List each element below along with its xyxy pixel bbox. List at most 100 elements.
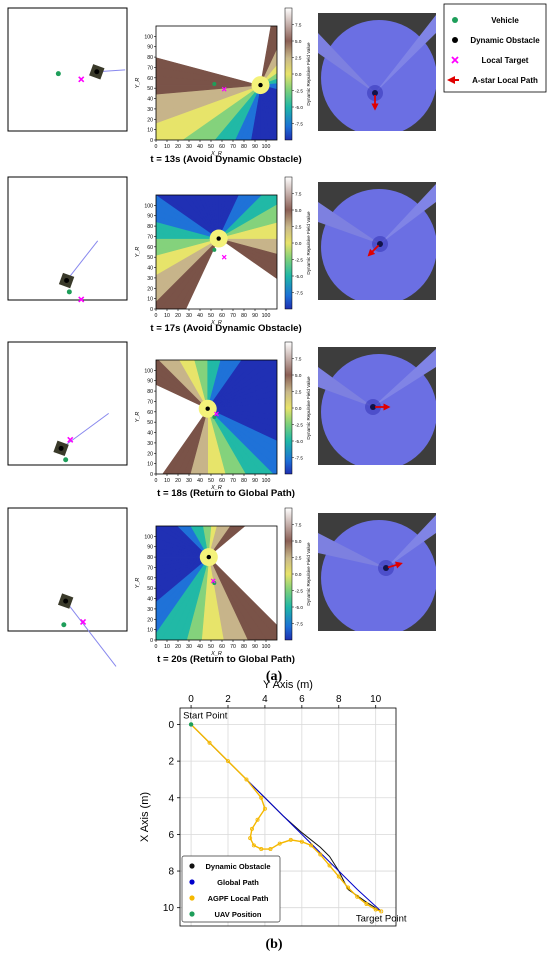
field-wedge <box>156 408 208 471</box>
obstacle-trail <box>60 412 109 449</box>
field-wedge <box>208 556 277 570</box>
field-wedge <box>260 85 266 140</box>
field-wedge <box>156 556 209 563</box>
field-wedge <box>208 556 277 640</box>
x-tick-label: 100 <box>262 144 271 150</box>
x-tick-label: 10 <box>164 313 170 319</box>
local-target-marker <box>67 436 74 443</box>
y-tick-label: 40 <box>147 97 153 103</box>
data-point <box>259 795 264 800</box>
field-obstacle-marker <box>205 406 210 411</box>
field-wedge <box>198 360 208 409</box>
colorbar-label: Dynamic Repulsive Field Value <box>306 211 311 275</box>
panel-caption: t = 17s (Avoid Dynamic Obstacle) <box>150 323 301 334</box>
colorbar-tick-label: 5.0 <box>295 539 302 544</box>
data-point <box>373 907 378 912</box>
x-tick-label: 0 <box>155 144 158 150</box>
field-wedge <box>184 360 208 409</box>
field-wedge <box>156 84 261 140</box>
field-wedge <box>156 84 261 135</box>
sensor-obstacle-marker <box>370 404 376 410</box>
x-tick-label: 10 <box>164 644 170 650</box>
field-wedge <box>156 556 209 595</box>
field-wedge <box>260 26 277 86</box>
y-tick-label: 100 <box>144 368 153 374</box>
x-tick-label: 20 <box>175 313 181 319</box>
chart-legend-frame <box>181 855 281 923</box>
x-tick-label: 8 <box>336 694 342 705</box>
field-wedge <box>156 408 208 428</box>
data-point <box>288 837 293 842</box>
legend-marker <box>452 37 458 43</box>
x-tick-label: 2 <box>225 694 231 705</box>
field-wedge <box>156 408 208 423</box>
colorbar-tick-label: 2.5 <box>295 224 302 229</box>
field-obstacle-marker <box>206 554 211 560</box>
field-wedge <box>218 227 277 239</box>
field-wedge <box>166 195 219 239</box>
colorbar-tick-label: 2.5 <box>295 389 302 394</box>
sensor-view <box>318 15 436 131</box>
legend: Vehicle Dynamic Obstacle Local Target A-sta… <box>443 3 547 93</box>
chart-legend-marker <box>189 863 195 869</box>
legend-frame <box>443 3 547 93</box>
field-vehicle-marker <box>212 581 217 585</box>
field-wedge <box>158 360 208 409</box>
sensor-view <box>318 349 436 465</box>
y-tick-label: 70 <box>147 399 153 405</box>
chart-legend-label: AGPF Local Path <box>208 894 269 903</box>
sensor-shadow-sector <box>386 515 436 568</box>
x-tick-label: 40 <box>197 313 203 319</box>
legend-marker <box>451 56 459 64</box>
x-tick-label: 50 <box>208 313 214 319</box>
chart-frame <box>179 707 397 927</box>
y-tick-label: 20 <box>147 617 153 623</box>
panel-caption: t = 18s (Return to Global Path) <box>157 488 295 499</box>
field-obstacle-marker <box>258 82 263 88</box>
a-star-path-arrow <box>367 244 380 257</box>
field-wedge <box>193 195 219 239</box>
field-ylabel: Y_R <box>135 412 141 423</box>
colorbar <box>284 176 293 310</box>
field-heatmap <box>156 526 277 640</box>
field-wedge <box>207 402 277 410</box>
field-wedge <box>203 360 208 409</box>
sensor-shadow-sector <box>380 184 436 244</box>
colorbar-tick-label: 7.5 <box>295 522 302 527</box>
field-wedge <box>260 84 277 140</box>
chart-annotation: Target Point <box>356 913 407 924</box>
colorbar-tick-label: 2.5 <box>295 55 302 60</box>
sensor-obstacle-marker <box>372 90 378 96</box>
y-tick-label: 60 <box>147 576 153 582</box>
field-wedge <box>156 227 219 239</box>
colorbar <box>284 341 293 475</box>
panel-row-2: 0 10 20 30 40 50 60 70 80 90 100 0 10 20 30 40 50 60 70 80 9… <box>7 176 436 334</box>
data-point <box>364 902 369 907</box>
trajectory-chart: 0 2 4 6 8 10 0 2 4 6 8 10 Y Axis (m) X Axis (m) Start … <box>139 679 407 927</box>
x-tick-label: 20 <box>175 644 181 650</box>
field-wedge <box>156 408 208 439</box>
colorbar-tick-label: -7.5 <box>295 621 303 626</box>
field-wedge <box>156 66 261 86</box>
y-tick-label: 100 <box>144 534 153 540</box>
colorbar-tick-label: -7.5 <box>295 455 303 460</box>
chart-ylabel: X Axis (m) <box>139 792 151 842</box>
field-wedge <box>238 26 261 86</box>
field-wedge <box>208 531 277 558</box>
y-tick-label: 30 <box>147 607 153 613</box>
field-plot-frame <box>155 359 278 475</box>
y-tick-label: 10 <box>163 903 175 914</box>
x-tick-label: 70 <box>230 644 236 650</box>
obstacle-marker <box>58 445 64 451</box>
field-wedge <box>260 38 277 86</box>
field-wedge <box>207 360 277 409</box>
field-heatmap <box>156 195 277 309</box>
y-tick-label: 30 <box>147 276 153 282</box>
x-tick-label: 0 <box>155 644 158 650</box>
field-wedge <box>203 526 210 558</box>
sensor-shadow-sector <box>375 15 436 93</box>
x-tick-label: 60 <box>219 313 225 319</box>
field-wedge <box>157 26 261 86</box>
field-wedge <box>208 556 258 640</box>
series-agpf-local-path <box>189 722 384 914</box>
